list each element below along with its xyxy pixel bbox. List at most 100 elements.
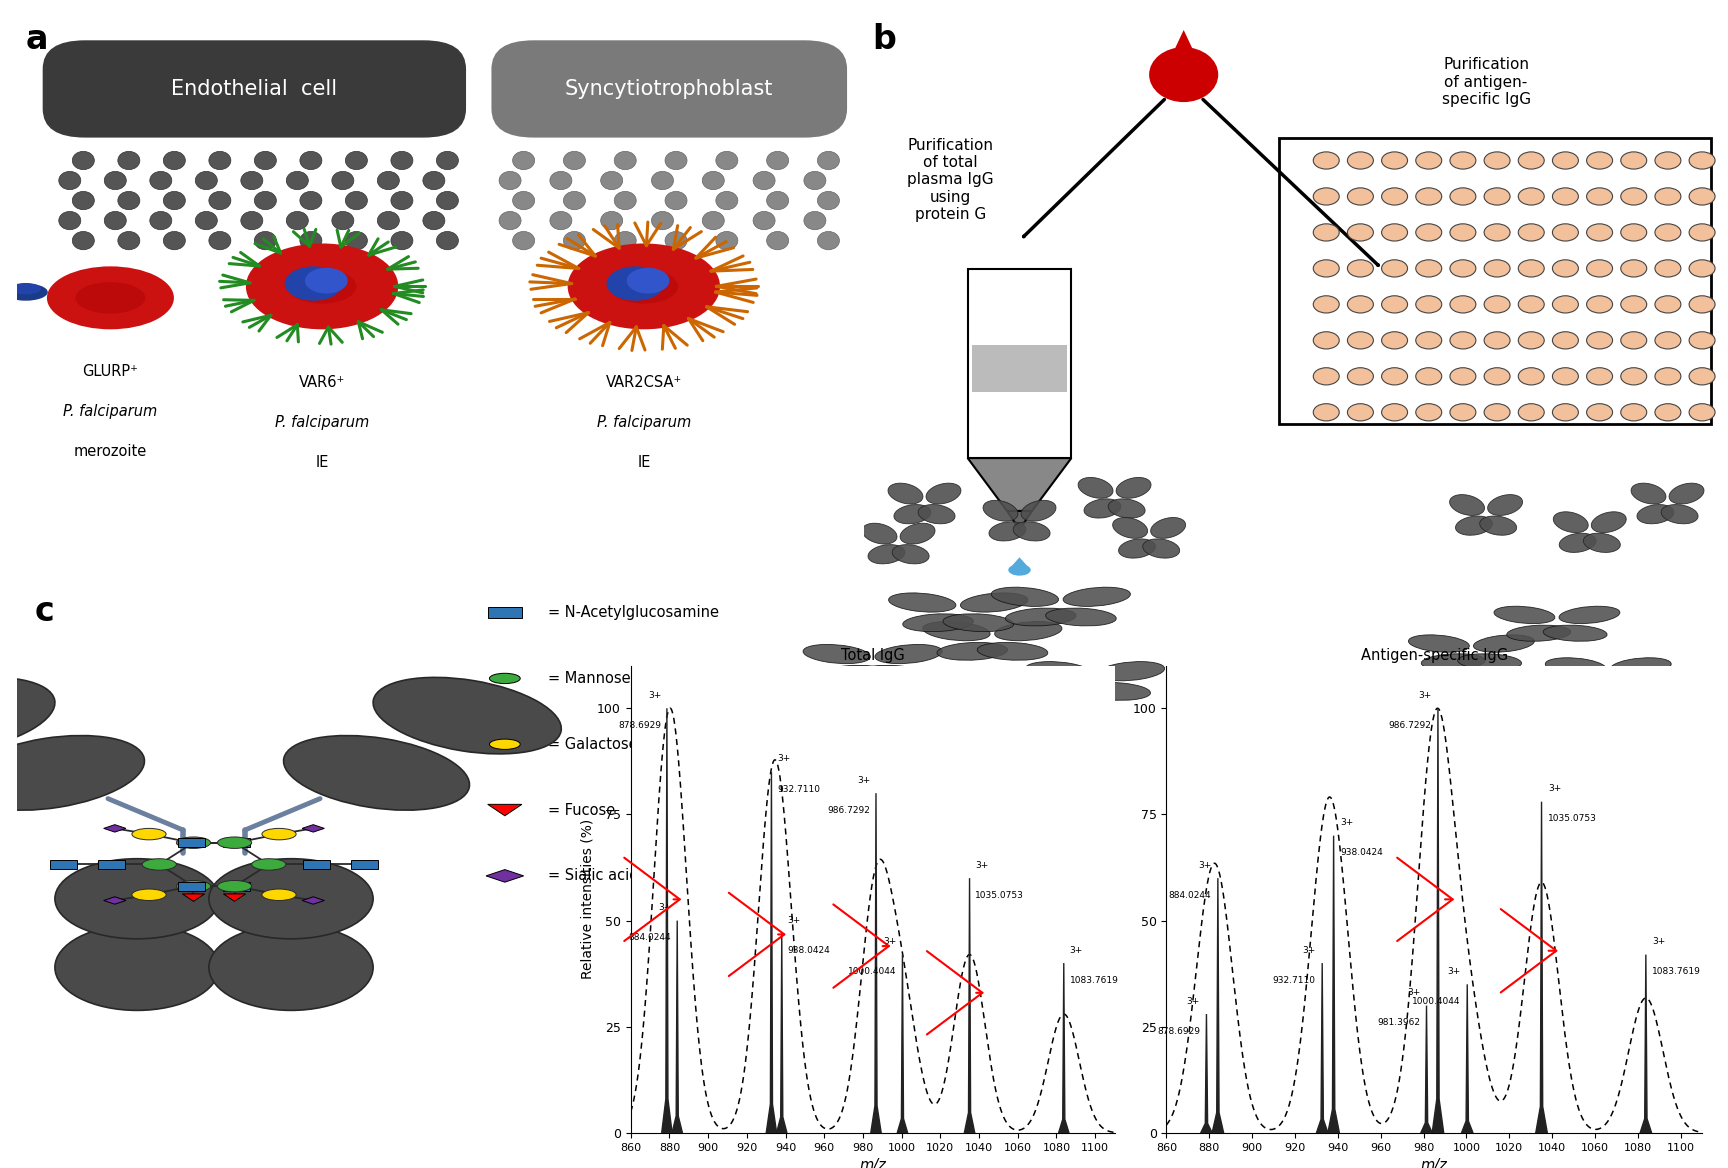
Circle shape bbox=[1450, 404, 1476, 420]
Text: IE: IE bbox=[316, 456, 328, 471]
Circle shape bbox=[1382, 259, 1408, 277]
Polygon shape bbox=[766, 772, 776, 1133]
Ellipse shape bbox=[1495, 606, 1555, 624]
Ellipse shape bbox=[346, 192, 368, 210]
Text: Purification
of total
plasma IgG
using
protein G: Purification of total plasma IgG using p… bbox=[907, 138, 994, 222]
Circle shape bbox=[1313, 368, 1339, 385]
Ellipse shape bbox=[651, 172, 674, 189]
Circle shape bbox=[1655, 152, 1681, 169]
Circle shape bbox=[1382, 152, 1408, 169]
X-axis label: m/z: m/z bbox=[859, 1159, 886, 1168]
Ellipse shape bbox=[702, 172, 724, 189]
Text: 3+: 3+ bbox=[1652, 937, 1666, 946]
Ellipse shape bbox=[47, 266, 175, 329]
Bar bbox=[971, 345, 1066, 392]
Circle shape bbox=[176, 881, 211, 892]
Ellipse shape bbox=[610, 270, 677, 304]
Ellipse shape bbox=[0, 736, 145, 811]
Text: 3+: 3+ bbox=[1339, 818, 1353, 827]
Y-axis label: Relative intensities (%): Relative intensities (%) bbox=[581, 819, 594, 980]
Circle shape bbox=[1484, 224, 1510, 241]
Text: = Sialic acid: = Sialic acid bbox=[548, 868, 638, 883]
Circle shape bbox=[1450, 332, 1476, 349]
Polygon shape bbox=[486, 870, 524, 882]
Text: = Fucose: = Fucose bbox=[548, 802, 615, 818]
Circle shape bbox=[1655, 224, 1681, 241]
Circle shape bbox=[1348, 296, 1374, 313]
Ellipse shape bbox=[988, 522, 1026, 541]
Circle shape bbox=[1382, 368, 1408, 385]
Title: Antigen-specific IgG: Antigen-specific IgG bbox=[1360, 648, 1509, 663]
Text: 932.7110: 932.7110 bbox=[1274, 975, 1315, 985]
Ellipse shape bbox=[874, 645, 942, 663]
Polygon shape bbox=[183, 894, 204, 902]
Ellipse shape bbox=[1474, 635, 1534, 652]
Text: GLURP⁺: GLURP⁺ bbox=[83, 363, 138, 378]
Text: 986.7292: 986.7292 bbox=[828, 806, 871, 815]
Polygon shape bbox=[487, 805, 522, 815]
Circle shape bbox=[1415, 259, 1441, 277]
Text: 986.7292: 986.7292 bbox=[1389, 721, 1431, 730]
Text: P. falciparum: P. falciparum bbox=[64, 404, 157, 418]
Bar bbox=[487, 607, 522, 618]
Ellipse shape bbox=[73, 192, 95, 210]
Circle shape bbox=[1519, 224, 1545, 241]
Circle shape bbox=[1552, 224, 1578, 241]
Ellipse shape bbox=[804, 211, 826, 230]
Polygon shape bbox=[662, 708, 672, 1133]
FancyBboxPatch shape bbox=[491, 41, 847, 138]
Ellipse shape bbox=[665, 152, 688, 169]
Ellipse shape bbox=[164, 152, 185, 169]
Ellipse shape bbox=[164, 231, 185, 250]
Ellipse shape bbox=[1013, 522, 1051, 541]
Ellipse shape bbox=[943, 614, 1014, 632]
Ellipse shape bbox=[613, 231, 636, 250]
Ellipse shape bbox=[59, 211, 81, 230]
Ellipse shape bbox=[373, 677, 562, 753]
Ellipse shape bbox=[550, 211, 572, 230]
Circle shape bbox=[1586, 332, 1612, 349]
Circle shape bbox=[1688, 332, 1716, 349]
Polygon shape bbox=[223, 894, 245, 902]
Text: 3+: 3+ bbox=[648, 690, 662, 700]
Ellipse shape bbox=[1559, 676, 1623, 693]
Ellipse shape bbox=[1113, 517, 1147, 538]
Text: 3+: 3+ bbox=[1407, 988, 1420, 997]
Circle shape bbox=[1586, 404, 1612, 420]
Text: 6: 6 bbox=[1495, 148, 1500, 157]
Ellipse shape bbox=[150, 172, 171, 189]
Polygon shape bbox=[1536, 801, 1547, 1133]
Ellipse shape bbox=[1479, 516, 1517, 535]
Circle shape bbox=[1688, 404, 1716, 420]
Ellipse shape bbox=[254, 152, 276, 169]
Ellipse shape bbox=[607, 266, 664, 300]
Text: 3: 3 bbox=[1391, 148, 1398, 157]
Text: P. falciparum: P. falciparum bbox=[596, 415, 691, 430]
Bar bbox=[302, 860, 330, 869]
Circle shape bbox=[1415, 332, 1441, 349]
Ellipse shape bbox=[513, 192, 534, 210]
Text: D: D bbox=[1294, 264, 1301, 273]
Ellipse shape bbox=[499, 211, 522, 230]
Text: = Mannose: = Mannose bbox=[548, 670, 631, 686]
Circle shape bbox=[1552, 152, 1578, 169]
Circle shape bbox=[1552, 368, 1578, 385]
Circle shape bbox=[263, 889, 295, 901]
Text: A: A bbox=[1294, 155, 1301, 166]
Bar bbox=[223, 882, 251, 891]
Ellipse shape bbox=[346, 152, 368, 169]
Circle shape bbox=[1688, 188, 1716, 206]
Polygon shape bbox=[964, 878, 975, 1133]
Text: IE: IE bbox=[638, 456, 650, 471]
Ellipse shape bbox=[893, 505, 931, 523]
Text: Syncytiotrophoblast: Syncytiotrophoblast bbox=[565, 79, 774, 99]
Ellipse shape bbox=[254, 231, 276, 250]
Ellipse shape bbox=[240, 172, 263, 189]
Circle shape bbox=[1621, 152, 1647, 169]
Ellipse shape bbox=[437, 231, 458, 250]
Ellipse shape bbox=[937, 642, 1007, 660]
Ellipse shape bbox=[1097, 661, 1165, 681]
Ellipse shape bbox=[563, 152, 586, 169]
Circle shape bbox=[1586, 188, 1612, 206]
Text: b: b bbox=[873, 23, 897, 56]
